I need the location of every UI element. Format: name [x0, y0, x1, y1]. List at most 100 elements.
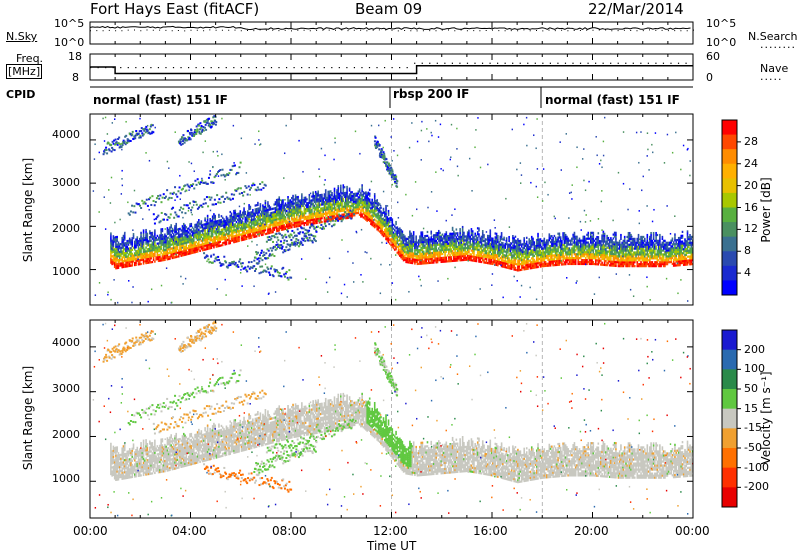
power-cell: [381, 221, 384, 225]
power-cell: [558, 234, 561, 237]
power-cell: [220, 219, 223, 222]
power-cell: [523, 242, 526, 246]
power-cell: [426, 248, 429, 251]
power-cell: [476, 248, 479, 251]
power-cell: [184, 228, 186, 231]
power-cell: [581, 255, 583, 258]
power-cell: [366, 207, 368, 211]
power-cell: [362, 191, 365, 194]
power-cell: [426, 230, 429, 234]
power-cell: [224, 241, 227, 244]
power-cell: [155, 250, 157, 253]
power-cell: [128, 253, 131, 256]
power-cell: [579, 253, 582, 256]
power-cell: [582, 258, 585, 262]
power-cell: [253, 231, 255, 235]
power-cell: [140, 241, 142, 244]
power-cell: [451, 244, 454, 247]
power-cell: [378, 218, 381, 221]
power-cell: [350, 204, 352, 208]
power-cell: [358, 203, 361, 207]
power-cell: [568, 243, 571, 246]
power-cell: [435, 241, 438, 245]
power-cell: [200, 245, 203, 248]
power-cell: [397, 245, 400, 248]
power-cell: [312, 206, 314, 210]
power-cell: [238, 218, 240, 221]
power-cell: [512, 254, 514, 257]
power-cell: [279, 225, 282, 228]
power-cell: [474, 259, 477, 263]
power-cell: [469, 235, 471, 238]
power-cell: [517, 240, 519, 243]
power-cell: [445, 231, 448, 234]
power-cell: [244, 218, 247, 221]
power-cell: [561, 251, 563, 254]
power-cell: [306, 221, 308, 224]
power-cell: [406, 249, 409, 252]
power-cell: [301, 222, 303, 225]
power-cell: [386, 222, 389, 225]
power-cell: [345, 207, 347, 210]
power-cell: [368, 194, 371, 197]
power-cell: [316, 198, 318, 201]
power-cell: [436, 257, 439, 260]
power-cell: [466, 248, 469, 252]
power-cell: [294, 223, 297, 226]
power-cell: [471, 236, 474, 239]
power-cell: [339, 198, 342, 201]
power-cell: [519, 263, 522, 266]
power-cell: [128, 247, 131, 250]
power-cell: [179, 251, 181, 254]
power-cell: [480, 260, 483, 264]
power-cell: [231, 237, 234, 240]
power-cell: [214, 216, 216, 219]
power-cell: [223, 218, 225, 221]
power-cell: [381, 219, 384, 223]
power-cell: [314, 220, 317, 223]
power-cell: [186, 229, 189, 232]
power-cell: [239, 216, 242, 219]
power-cell: [283, 228, 286, 231]
power-cell: [131, 237, 134, 240]
power-cell: [118, 245, 121, 248]
power-cell: [154, 244, 156, 248]
power-cell: [169, 243, 171, 247]
power-cell: [265, 215, 268, 218]
power-cell: [127, 249, 130, 252]
power-cell: [571, 258, 573, 262]
power-cell: [432, 236, 435, 239]
power-cell: [341, 205, 343, 209]
power-cell: [574, 241, 577, 244]
power-cell: [181, 229, 184, 232]
nave-dot: [572, 62, 574, 64]
power-cell: [174, 246, 176, 249]
power-cell: [136, 257, 139, 260]
power-cell: [466, 244, 469, 248]
power-cell: [162, 253, 165, 256]
power-cell: [383, 215, 386, 218]
power-cell: [402, 243, 405, 246]
power-cell: [308, 199, 311, 202]
power-cell: [133, 254, 136, 257]
power-cell: [582, 237, 585, 240]
power-cell: [294, 196, 297, 199]
power-cell: [459, 237, 461, 241]
power-cell: [360, 215, 362, 218]
power-cell: [549, 241, 552, 244]
power-cell: [184, 253, 186, 256]
power-cell: [311, 209, 313, 212]
power-cell: [569, 258, 572, 262]
power-cell: [253, 212, 255, 215]
power-cell: [288, 215, 291, 218]
power-cell: [351, 214, 353, 217]
power-cell: [475, 260, 478, 263]
power-cell: [564, 253, 567, 256]
power-cell: [111, 262, 113, 266]
power-cell: [289, 207, 292, 210]
power-cell: [569, 260, 572, 264]
power-cell: [437, 259, 440, 262]
power-cell: [277, 227, 279, 230]
power-cell: [136, 255, 139, 258]
power-cell: [263, 215, 265, 218]
